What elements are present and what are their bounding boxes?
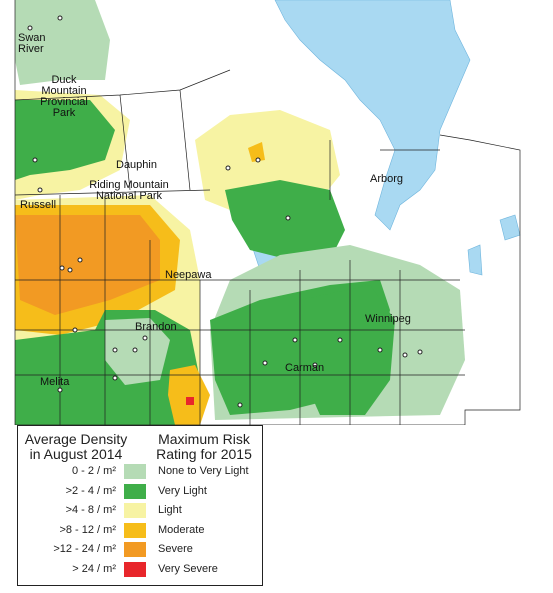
risk-zone (15, 215, 160, 315)
risk-zone (186, 397, 194, 405)
place-label: Swan River (18, 32, 46, 55)
legend-swatch (124, 522, 146, 538)
legend-swatch (124, 503, 146, 519)
risk-zone (248, 142, 265, 162)
place-label: Dauphin (116, 159, 157, 171)
place-label: Brandon (135, 321, 177, 333)
place-label: Melita (40, 376, 70, 388)
density-label: >2 - 4 / m² (65, 484, 116, 497)
legend-heading: Average Density in August 2014 (24, 431, 128, 462)
place-label: Duck Mountain Provincial Park (40, 74, 88, 119)
sample-sites (27, 15, 423, 408)
risk-label: Moderate (158, 523, 205, 536)
risk-zone (15, 0, 110, 85)
boundaries (14, 0, 521, 425)
risk-zone (168, 365, 210, 425)
risk-label: None to Very Light (158, 465, 249, 477)
legend-swatch (124, 464, 146, 479)
risk-zone (105, 318, 170, 385)
risk-zone (300, 285, 395, 415)
legend-swatch (124, 483, 146, 499)
risk-label: Severe (158, 543, 193, 556)
risk-zones (15, 0, 465, 425)
place-label: Winnipeg (365, 313, 411, 325)
density-label: > 24 / m² (72, 563, 116, 575)
place-label: Russell (20, 199, 57, 211)
density-label: >8 - 12 / m² (59, 523, 116, 536)
place-label: Riding Mountain National Park (89, 179, 169, 202)
legend-swatch (124, 542, 146, 558)
risk-zone (15, 100, 115, 180)
map (14, 0, 521, 425)
legend-heading: Maximum Risk Rating for 2015 (156, 431, 252, 462)
legend: Average Density in August 2014 Maximum R… (17, 425, 263, 586)
risk-zone (225, 180, 345, 260)
place-label: Carman (285, 362, 325, 374)
risk-label: Very Severe (158, 563, 218, 575)
density-label: >12 - 24 / m² (53, 543, 116, 556)
density-label: >4 - 8 / m² (65, 504, 116, 517)
risk-label: Light (158, 504, 182, 517)
legend-swatch (124, 562, 146, 577)
density-label: 0 - 2 / m² (71, 465, 116, 477)
place-label: Neepawa (165, 269, 212, 281)
risk-label: Very Light (158, 484, 207, 497)
place-label: Arborg (370, 173, 404, 185)
